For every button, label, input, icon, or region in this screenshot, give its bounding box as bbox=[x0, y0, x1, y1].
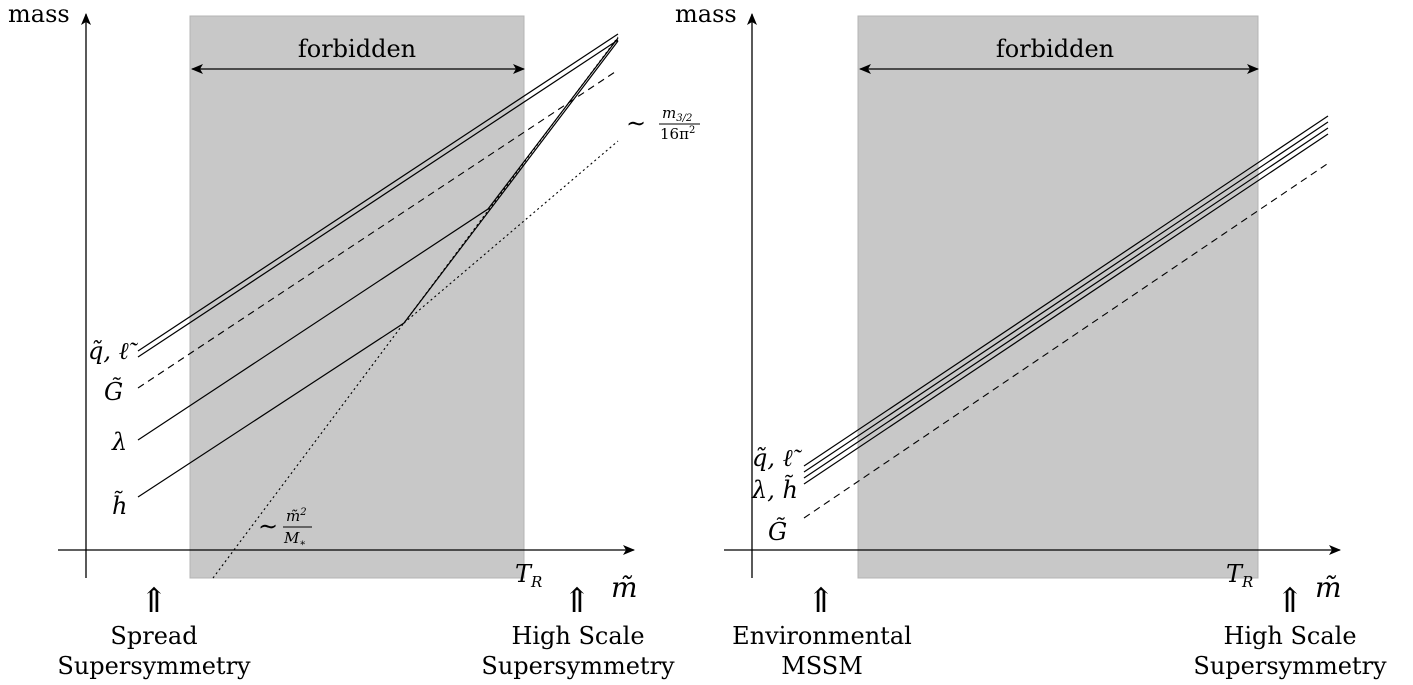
left-sfermion-line-a bbox=[137, 33, 619, 352]
left-lower-numerator: m̃2 bbox=[286, 507, 307, 525]
right-x-axis-label: m̃ bbox=[1315, 571, 1342, 604]
left-lower-tilde: ∼ bbox=[258, 512, 278, 540]
left-higgsino-label: h̃ bbox=[112, 491, 127, 520]
right-sfermion-label: q̃, ℓ̃ bbox=[752, 444, 803, 472]
left-y-axis-label: mass bbox=[8, 0, 70, 28]
left-spread-arrow-icon: ⇑ bbox=[140, 581, 169, 621]
left-highscale-label-line2: Supersymmetry bbox=[481, 652, 675, 680]
right-forbidden-label: forbidden bbox=[996, 35, 1114, 63]
left-tr-label: TR bbox=[515, 560, 542, 591]
left-forbidden-region bbox=[189, 15, 525, 579]
right-environmental-label-line2: MSSM bbox=[781, 652, 863, 680]
right-gravitino-line bbox=[803, 161, 1331, 519]
right-highscale-arrow-icon: ⇑ bbox=[1276, 581, 1305, 621]
left-panel: mass m̃ forbidden TR q̃, ℓ̃ G̃ λ h̃ ∼ m3… bbox=[8, 0, 700, 680]
left-lower-denominator: M∗ bbox=[283, 529, 306, 549]
left-upper-tilde: ∼ bbox=[626, 109, 646, 137]
left-upper-annotation: ∼ m3/2 16π2 bbox=[626, 104, 700, 143]
left-sfermion-line-b bbox=[137, 39, 619, 358]
left-lower-annotation: ∼ m̃2 M∗ bbox=[258, 507, 312, 549]
left-gaugino-line bbox=[137, 37, 619, 441]
left-x-axis-label: m̃ bbox=[611, 571, 638, 604]
right-gaugino-higgsino-label: λ, h̃ bbox=[751, 475, 798, 504]
right-environmental-arrow-icon: ⇑ bbox=[807, 581, 836, 621]
left-upper-denominator: 16π2 bbox=[660, 125, 695, 143]
left-spread-label-line2: Supersymmetry bbox=[57, 652, 251, 680]
left-forbidden-label: forbidden bbox=[298, 35, 416, 63]
left-gravitino-label: G̃ bbox=[104, 378, 123, 406]
right-higgsino-line bbox=[803, 133, 1329, 485]
right-panel: mass m̃ forbidden TR q̃, ℓ̃ λ, h̃ G̃ ⇑ E… bbox=[675, 0, 1387, 680]
left-spread-label-line1: Spread bbox=[110, 622, 197, 650]
left-sfermion-label: q̃, ℓ̃ bbox=[88, 337, 139, 365]
right-highscale-label-line1: High Scale bbox=[1223, 622, 1356, 650]
right-tr-label: TR bbox=[1226, 560, 1253, 591]
left-highscale-arrow-icon: ⇑ bbox=[563, 581, 592, 621]
left-gaugino-label: λ bbox=[111, 428, 127, 456]
right-gravitino-label: G̃ bbox=[768, 518, 787, 546]
right-environmental-label-line1: Environmental bbox=[732, 622, 912, 650]
left-upper-numerator: m3/2 bbox=[662, 104, 692, 124]
right-sfermion-line-b bbox=[803, 121, 1329, 473]
right-gaugino-line bbox=[803, 127, 1329, 479]
right-sfermion-line-a bbox=[803, 115, 1329, 467]
right-highscale-label-line2: Supersymmetry bbox=[1193, 652, 1387, 680]
right-y-axis-label: mass bbox=[675, 0, 737, 28]
left-highscale-label-line1: High Scale bbox=[511, 622, 644, 650]
left-gravitino-loop-dotted bbox=[403, 140, 619, 324]
